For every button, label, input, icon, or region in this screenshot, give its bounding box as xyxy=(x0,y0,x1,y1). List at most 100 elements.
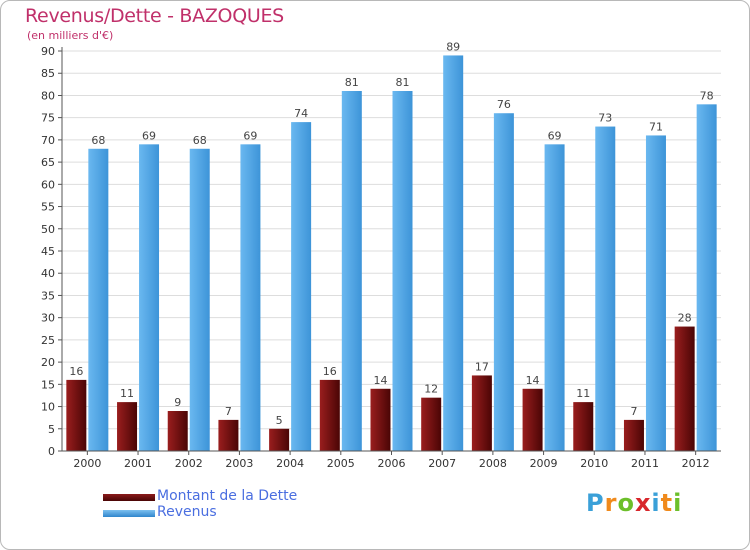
data-label-dette-2003: 7 xyxy=(225,405,232,418)
logo-letter: i xyxy=(673,489,683,517)
data-label-revenus-2004: 74 xyxy=(294,107,308,120)
y-tick-label: 70 xyxy=(41,134,55,147)
y-tick-label: 35 xyxy=(41,289,55,302)
logo-letter: r xyxy=(604,489,618,517)
y-tick-label: 55 xyxy=(41,201,55,214)
bar-dette-2003 xyxy=(218,419,239,451)
chart-subtitle: (en milliers d'€) xyxy=(27,29,114,42)
x-tick-label-2007: 2007 xyxy=(428,457,456,470)
y-tick-label: 0 xyxy=(48,445,55,458)
data-label-revenus-2002: 68 xyxy=(193,134,207,147)
data-label-dette-2010: 11 xyxy=(576,387,590,400)
bar-dette-2008 xyxy=(471,375,492,451)
data-label-dette-2002: 9 xyxy=(174,396,181,409)
bar-revenus-2001 xyxy=(139,144,160,452)
x-tick-label-2005: 2005 xyxy=(327,457,355,470)
data-label-revenus-2007: 89 xyxy=(446,40,460,53)
x-tick-label-2000: 2000 xyxy=(73,457,101,470)
data-label-dette-2000: 16 xyxy=(69,365,83,378)
bar-revenus-2011 xyxy=(645,135,666,451)
y-tick-label: 75 xyxy=(41,112,55,125)
bar-revenus-2010 xyxy=(595,126,616,452)
bar-dette-2001 xyxy=(117,402,138,451)
data-label-dette-2009: 14 xyxy=(526,374,540,387)
bar-dette-2009 xyxy=(522,388,543,451)
bar-revenus-2012 xyxy=(696,104,717,451)
bar-dette-2010 xyxy=(573,402,594,451)
bar-dette-2007 xyxy=(421,397,442,451)
proxiti-logo: Proxiti xyxy=(586,489,682,517)
bar-dette-2002 xyxy=(167,411,188,451)
y-tick-label: 60 xyxy=(41,178,55,191)
y-tick-label: 40 xyxy=(41,267,55,280)
data-label-revenus-2005: 81 xyxy=(345,76,359,89)
data-label-dette-2012: 28 xyxy=(678,312,692,325)
legend-swatch-revenus xyxy=(103,510,155,517)
bar-dette-2000 xyxy=(66,379,87,451)
data-label-revenus-2000: 68 xyxy=(91,134,105,147)
bar-revenus-2002 xyxy=(189,148,210,451)
bar-revenus-2008 xyxy=(493,113,514,451)
y-tick-label: 5 xyxy=(48,423,55,436)
data-label-dette-2011: 7 xyxy=(630,405,637,418)
data-label-revenus-2010: 73 xyxy=(598,112,612,125)
data-label-revenus-2001: 69 xyxy=(142,129,156,142)
bar-revenus-2004 xyxy=(291,122,312,451)
data-label-revenus-2006: 81 xyxy=(396,76,410,89)
logo-letter: t xyxy=(660,489,674,517)
y-tick-label: 80 xyxy=(41,89,55,102)
logo-letter: x xyxy=(634,489,652,517)
x-tick-label-2004: 2004 xyxy=(276,457,304,470)
x-tick-label-2010: 2010 xyxy=(580,457,608,470)
y-tick-label: 85 xyxy=(41,67,55,80)
bar-dette-2004 xyxy=(269,428,290,451)
data-label-dette-2007: 12 xyxy=(424,383,438,396)
y-tick-label: 65 xyxy=(41,156,55,169)
bar-revenus-2009 xyxy=(544,144,565,452)
x-tick-label-2012: 2012 xyxy=(682,457,710,470)
x-tick-label-2001: 2001 xyxy=(124,457,152,470)
data-label-revenus-2011: 71 xyxy=(649,120,663,133)
bar-dette-2005 xyxy=(319,379,340,451)
y-tick-label: 10 xyxy=(41,401,55,414)
data-label-dette-2006: 14 xyxy=(374,374,388,387)
y-tick-label: 15 xyxy=(41,378,55,391)
x-tick-label-2003: 2003 xyxy=(225,457,253,470)
y-tick-label: 45 xyxy=(41,245,55,258)
bar-revenus-2000 xyxy=(88,148,109,451)
bar-dette-2012 xyxy=(674,326,695,451)
y-tick-label: 20 xyxy=(41,356,55,369)
logo-letter: i xyxy=(651,489,661,517)
x-tick-label-2002: 2002 xyxy=(175,457,203,470)
y-tick-label: 90 xyxy=(41,45,55,58)
chart-title: Revenus/Dette - BAZOQUES xyxy=(25,5,284,27)
y-tick-label: 25 xyxy=(41,334,55,347)
bar-revenus-2006 xyxy=(392,91,413,451)
bar-revenus-2005 xyxy=(341,91,362,451)
data-label-dette-2008: 17 xyxy=(475,360,489,373)
y-tick-label: 30 xyxy=(41,312,55,325)
x-tick-label-2009: 2009 xyxy=(530,457,558,470)
x-tick-label-2008: 2008 xyxy=(479,457,507,470)
legend-swatch-dette xyxy=(103,494,155,501)
legend-label-dette: Montant de la Dette xyxy=(157,488,298,504)
data-label-revenus-2012: 78 xyxy=(700,89,714,102)
x-tick-label-2011: 2011 xyxy=(631,457,659,470)
y-tick-label: 50 xyxy=(41,223,55,236)
logo-letter: P xyxy=(586,489,605,517)
legend-label-revenus: Revenus xyxy=(157,504,217,520)
x-tick-label-2006: 2006 xyxy=(378,457,406,470)
data-label-dette-2004: 5 xyxy=(276,414,283,427)
logo-letter: o xyxy=(617,489,635,517)
bar-dette-2011 xyxy=(623,419,644,451)
data-label-dette-2001: 11 xyxy=(120,387,134,400)
bar-revenus-2003 xyxy=(240,144,261,452)
data-label-revenus-2003: 69 xyxy=(243,129,257,142)
data-label-revenus-2008: 76 xyxy=(497,98,511,111)
data-label-revenus-2009: 69 xyxy=(548,129,562,142)
bar-dette-2006 xyxy=(370,388,391,451)
data-label-dette-2005: 16 xyxy=(323,365,337,378)
bar-revenus-2007 xyxy=(443,55,464,451)
